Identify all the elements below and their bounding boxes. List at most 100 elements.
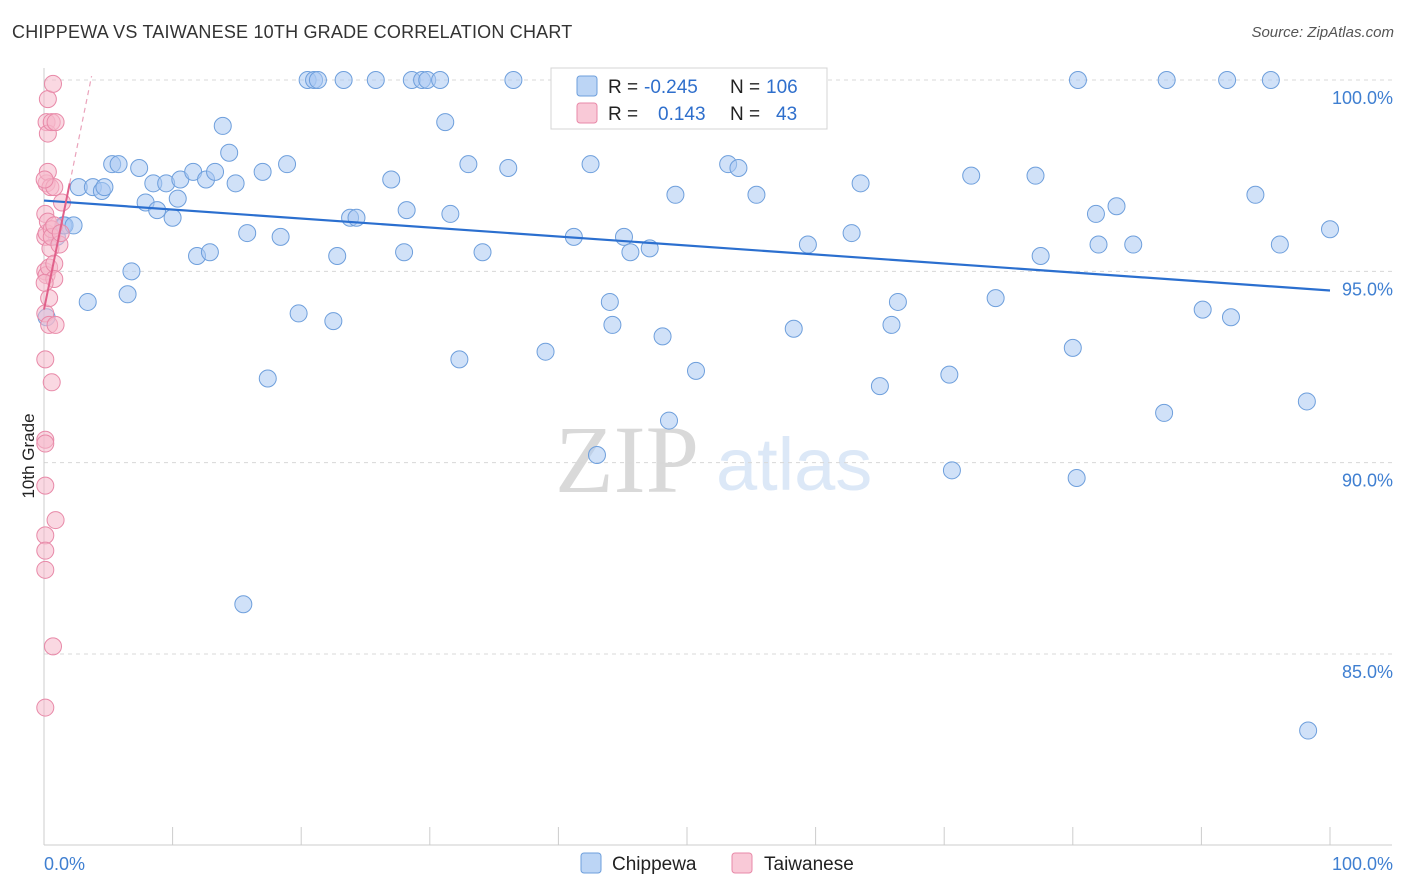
chippewa-point (220, 143, 239, 162)
legend-swatch-taiwanese (576, 102, 598, 124)
bottom-legend-label-taiwanese: Taiwanese (764, 854, 854, 875)
chippewa-point (1261, 71, 1280, 89)
bottom-legend: Chippewa Taiwanese (580, 852, 854, 875)
taiwanese-point (46, 511, 65, 530)
chippewa-point (942, 461, 961, 480)
chippewa-point (459, 155, 478, 174)
chippewa-point (1299, 721, 1318, 740)
chippewa-point (163, 208, 182, 227)
chippewa-point (1068, 71, 1087, 89)
chart-title: CHIPPEWA VS TAIWANESE 10TH GRADE CORRELA… (12, 22, 573, 42)
chippewa-point (581, 155, 600, 174)
x-tick-label: 0.0% (44, 854, 85, 874)
chippewa-point (1107, 197, 1126, 216)
taiwanese-point (36, 560, 55, 579)
watermark-atlas: atlas (716, 423, 872, 506)
chippewa-point (614, 227, 633, 246)
chippewa-point (206, 162, 225, 181)
taiwanese-point (36, 476, 55, 495)
chippewa-point (986, 289, 1005, 308)
chippewa-point (1067, 468, 1086, 487)
chippewa-point (499, 159, 518, 178)
chippewa-point (308, 71, 327, 89)
chippewa-point (436, 113, 455, 132)
chippewa-point (366, 71, 385, 89)
chippewa-point (289, 304, 308, 323)
chippewa-point (118, 285, 137, 304)
chippewa-point (1321, 220, 1339, 239)
taiwanese-point (40, 289, 59, 308)
taiwanese-point (46, 315, 65, 334)
legend-box: R = -0.245 N = 106 R = 0.143 N = 43 (550, 67, 828, 130)
chippewa-point (324, 312, 343, 331)
chippewa-point (504, 71, 523, 89)
legend-r-label-taiwanese: R = (608, 104, 638, 125)
chippewa-point (687, 361, 706, 380)
taiwanese-point (38, 90, 57, 109)
chippewa-point (473, 243, 492, 262)
chippewa-point (653, 327, 672, 346)
chippewa-point (253, 162, 272, 181)
chippewa-point (729, 159, 748, 178)
y-tick-label: 100.0% (1332, 88, 1393, 108)
taiwanese-point (44, 74, 63, 93)
chippewa-point (328, 247, 347, 266)
taiwanese-point (36, 434, 55, 453)
chippewa-point (1193, 300, 1212, 319)
chippewa-point (666, 185, 685, 204)
chippewa-point (238, 224, 257, 243)
trend-line-taiwanese (43, 183, 71, 310)
y-tick-label: 85.0% (1342, 662, 1393, 682)
bottom-legend-label-chippewa: Chippewa (612, 854, 697, 875)
chippewa-point (1124, 235, 1143, 254)
chippewa-point (870, 377, 889, 396)
chippewa-point (1297, 392, 1316, 411)
chippewa-point (431, 71, 450, 89)
taiwanese-point (36, 526, 55, 545)
legend-r-value-taiwanese: 0.143 (658, 104, 706, 125)
chippewa-point (587, 446, 606, 465)
trend-lines (43, 76, 1331, 310)
chippewa-point (851, 174, 870, 193)
series-taiwanese-points (35, 74, 72, 717)
chippewa-point (122, 262, 141, 281)
legend-n-value-chippewa: 106 (766, 77, 798, 98)
chippewa-point (200, 243, 219, 262)
chippewa-point (798, 235, 817, 254)
chippewa-point (382, 170, 401, 189)
legend-swatch-chippewa (576, 75, 598, 97)
chippewa-point (1218, 71, 1237, 89)
chippewa-point (95, 178, 114, 197)
chippewa-point (395, 243, 414, 262)
taiwanese-point (42, 373, 61, 392)
chippewa-point (536, 342, 555, 361)
y-axis-label: 10th Grade (19, 413, 38, 498)
chippewa-point (226, 174, 245, 193)
chippewa-point (1089, 235, 1108, 254)
legend-n-value-taiwanese: 43 (776, 104, 797, 125)
grid-lines (44, 79, 1392, 655)
legend-r-value-chippewa: -0.245 (644, 77, 698, 98)
chippewa-point (940, 365, 959, 384)
chippewa-point (1221, 308, 1240, 327)
chippewa-point (888, 292, 907, 311)
chippewa-point (168, 189, 187, 208)
taiwanese-point (36, 541, 55, 560)
tick-labels: 85.0% 90.0% 95.0% 100.0% 0.0% 100.0% (44, 88, 1393, 874)
bottom-legend-swatch-chippewa (580, 852, 602, 874)
chippewa-point (600, 292, 619, 311)
source-attribution: Source: ZipAtlas.com (1251, 24, 1394, 41)
chippewa-point (1086, 204, 1105, 223)
chippewa-point (962, 166, 981, 185)
taiwanese-point (46, 113, 65, 132)
chippewa-point (278, 155, 297, 174)
taiwanese-point (36, 350, 55, 369)
legend-n-label-chippewa: N = (730, 77, 760, 98)
chippewa-point (1157, 71, 1176, 89)
chippewa-point (1031, 247, 1050, 266)
chippewa-point (213, 116, 232, 135)
chippewa-point (621, 243, 640, 262)
chippewa-point (1026, 166, 1045, 185)
taiwanese-point (36, 698, 55, 717)
y-tick-label: 90.0% (1342, 471, 1393, 491)
